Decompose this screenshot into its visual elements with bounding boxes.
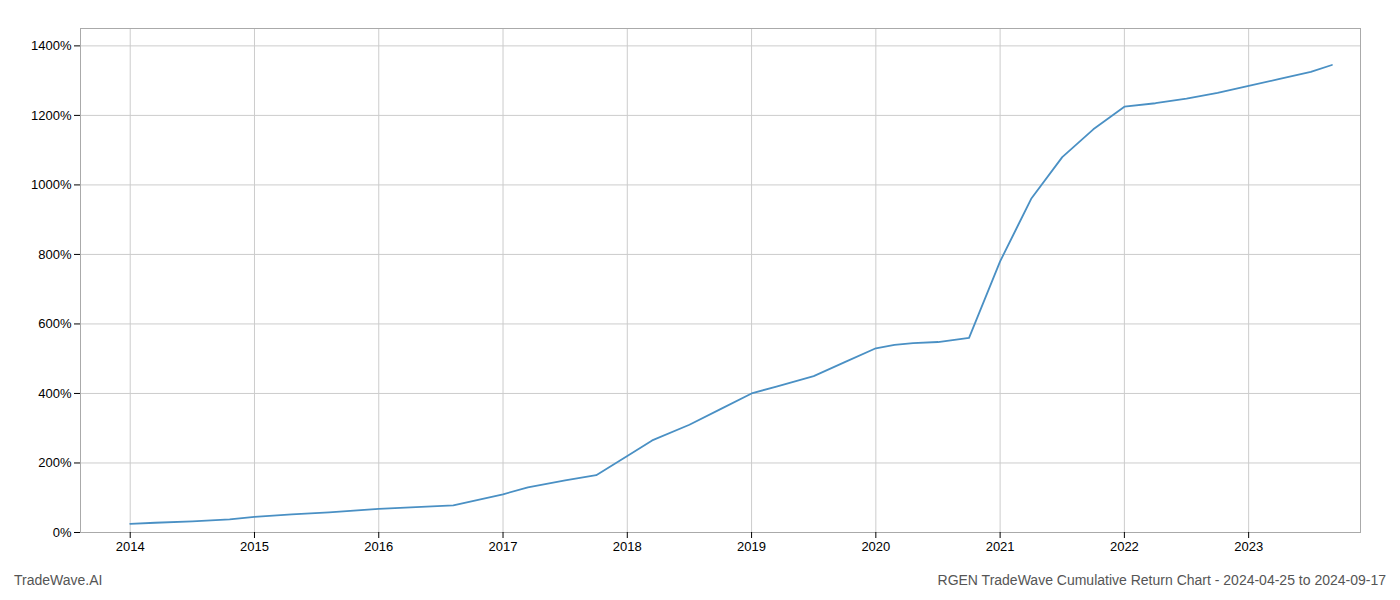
svg-text:0%: 0% [53, 525, 72, 540]
svg-text:400%: 400% [38, 386, 72, 401]
svg-text:2023: 2023 [1234, 539, 1263, 554]
svg-text:2022: 2022 [1110, 539, 1139, 554]
svg-text:600%: 600% [38, 316, 72, 331]
svg-text:2018: 2018 [613, 539, 642, 554]
svg-text:1000%: 1000% [31, 177, 72, 192]
html-text:RGEN TradeWave Cumulative Retu: RGEN TradeWave Cumulative Return Chart -… [937, 572, 1386, 588]
svg-text:200%: 200% [38, 455, 72, 470]
html-text:TradeWave.AI: TradeWave.AI [14, 572, 103, 588]
svg-text:2017: 2017 [489, 539, 518, 554]
svg-text:2016: 2016 [364, 539, 393, 554]
svg-text:2014: 2014 [116, 539, 145, 554]
svg-text:2020: 2020 [861, 539, 890, 554]
svg-text:1400%: 1400% [31, 38, 72, 53]
svg-text:800%: 800% [38, 247, 72, 262]
svg-text:2021: 2021 [986, 539, 1015, 554]
svg-text:1200%: 1200% [31, 108, 72, 123]
svg-text:2015: 2015 [240, 539, 269, 554]
svg-text:2019: 2019 [737, 539, 766, 554]
